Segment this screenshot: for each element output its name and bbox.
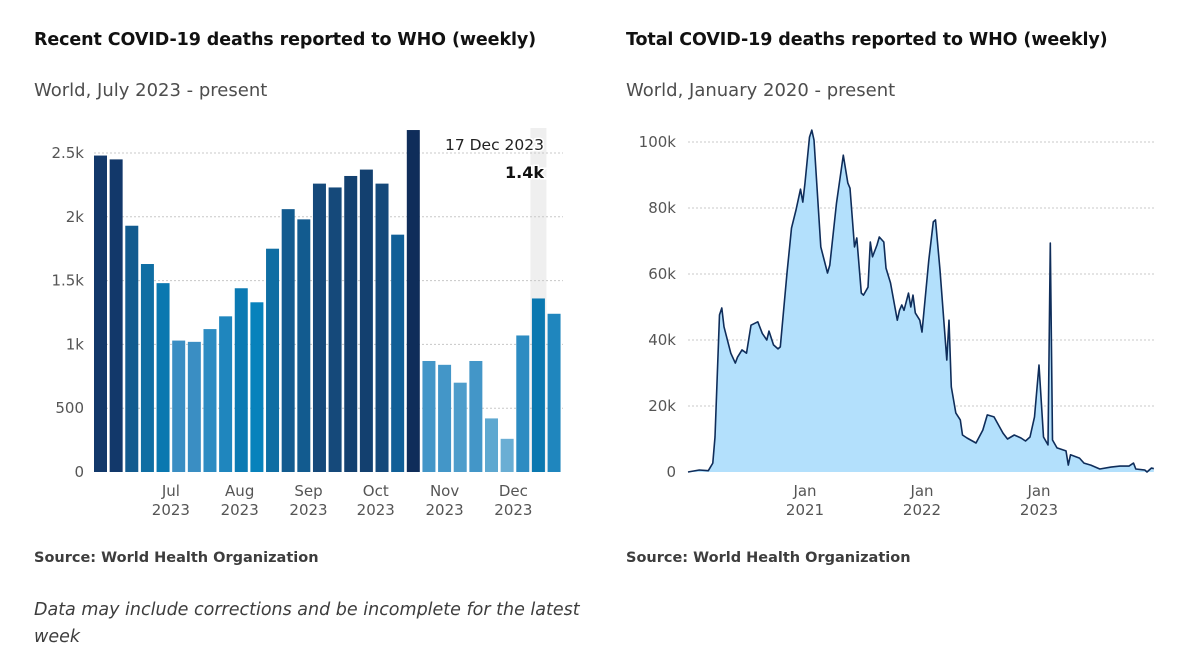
bar xyxy=(266,248,280,472)
y-tick-label: 0 xyxy=(666,463,676,481)
x-tick-label-year: 2023 xyxy=(152,501,190,519)
bar xyxy=(125,225,139,472)
x-tick-label-month: Jul xyxy=(161,482,180,500)
bar xyxy=(500,438,514,472)
y-tick-label: 500 xyxy=(55,399,84,417)
bar xyxy=(485,418,498,472)
tooltip-date: 17 Dec 2023 xyxy=(445,136,544,154)
bar xyxy=(406,130,420,473)
bar xyxy=(516,335,530,472)
bar xyxy=(453,382,467,472)
x-tick-label-month: Jan xyxy=(909,482,933,500)
bar xyxy=(469,360,483,472)
bar-chart[interactable]: 05001k1.5k2k2.5kJul2023Aug2023Sep2023Oct… xyxy=(0,120,600,530)
chart-title: Recent COVID-19 deaths reported to WHO (… xyxy=(34,30,537,50)
bar xyxy=(328,187,342,472)
bar xyxy=(312,183,326,472)
bar xyxy=(250,302,264,472)
tooltip-value: 1.4k xyxy=(505,163,544,182)
x-tick-label-month: Nov xyxy=(430,482,459,500)
bar xyxy=(531,298,545,472)
bar xyxy=(359,169,373,472)
chart-title: Total COVID-19 deaths reported to WHO (w… xyxy=(626,30,1108,50)
y-tick-label: 2.5k xyxy=(51,144,84,162)
bar xyxy=(172,340,186,472)
bar xyxy=(547,313,561,472)
bar xyxy=(203,329,217,472)
x-tick-label-year: 2023 xyxy=(1020,501,1058,519)
bar xyxy=(219,316,233,472)
bar xyxy=(156,283,170,472)
bar xyxy=(297,219,311,472)
bar xyxy=(187,341,201,472)
chart-subtitle: World, July 2023 - present xyxy=(34,80,268,101)
x-tick-label-year: 2021 xyxy=(786,501,824,519)
y-tick-label: 2k xyxy=(66,208,85,226)
y-tick-label: 80k xyxy=(648,199,676,217)
bar xyxy=(391,234,405,472)
bar xyxy=(375,183,389,472)
bar xyxy=(140,264,154,472)
y-tick-label: 1.5k xyxy=(51,272,84,290)
x-tick-label-month: Oct xyxy=(363,482,389,500)
y-tick-label: 1k xyxy=(66,335,85,353)
y-tick-label: 100k xyxy=(639,133,677,151)
y-tick-label: 40k xyxy=(648,331,676,349)
x-tick-label-year: 2023 xyxy=(494,501,532,519)
bar xyxy=(422,360,436,472)
x-tick-label-year: 2023 xyxy=(357,501,395,519)
chart-subtitle: World, January 2020 - present xyxy=(626,80,896,101)
x-tick-label-year: 2023 xyxy=(221,501,259,519)
series-line xyxy=(687,129,1155,473)
x-tick-label-month: Sep xyxy=(294,482,322,500)
x-tick-label-month: Jan xyxy=(1026,482,1050,500)
chart-source: Source: World Health Organization xyxy=(626,550,911,566)
area-fill xyxy=(688,130,1154,472)
x-tick-label-month: Jan xyxy=(792,482,816,500)
y-tick-label: 20k xyxy=(648,397,676,415)
x-tick-label-month: Aug xyxy=(225,482,254,500)
bar xyxy=(94,155,107,472)
x-tick-label-month: Dec xyxy=(499,482,528,500)
y-tick-label: 0 xyxy=(74,463,84,481)
bar xyxy=(234,288,248,472)
x-tick-label-year: 2022 xyxy=(903,501,941,519)
x-tick-label-year: 2023 xyxy=(289,501,327,519)
bar xyxy=(281,209,295,473)
x-tick-label-year: 2023 xyxy=(425,501,463,519)
data-note: Data may include corrections and be inco… xyxy=(34,600,580,647)
chart-source: Source: World Health Organization xyxy=(34,550,319,566)
bar xyxy=(438,364,452,472)
y-tick-label: 60k xyxy=(648,265,676,283)
bar xyxy=(109,159,123,472)
bar xyxy=(344,175,358,472)
